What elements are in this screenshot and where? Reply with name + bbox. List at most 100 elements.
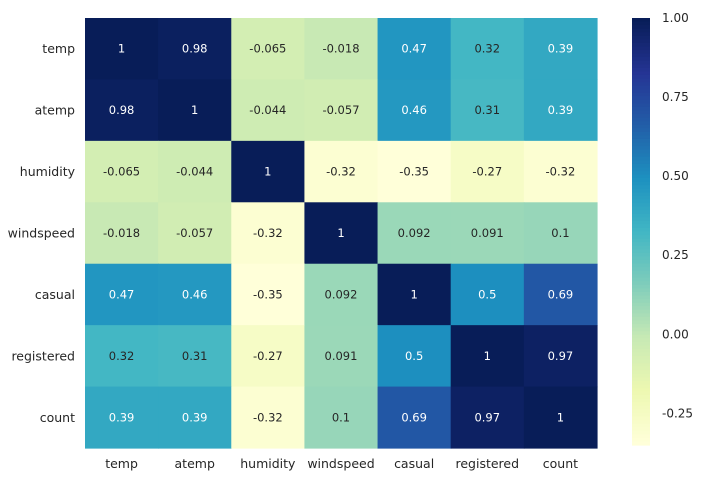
heatmap-cell-temp-registered [450,18,525,81]
heatmap-cell-label: 0.69 [401,410,427,424]
colorbar-segment [632,60,650,65]
heatmap-cell-label: -0.057 [176,226,213,240]
colorbar-segment [632,142,650,147]
colorbar-segment [632,103,650,108]
x-tick-label-registered: registered [455,456,519,471]
heatmap-cell-label: -0.057 [322,103,359,117]
colorbar-segment [632,46,650,51]
colorbar-segment [632,420,650,425]
colorbar-segment [632,395,650,400]
colorbar-tick-label: 0.00 [662,327,689,341]
colorbar-segment [632,188,650,193]
heatmap-cell-windspeed-temp [85,202,159,265]
heatmap-cell-temp-temp [85,18,159,81]
colorbar-segment [632,138,650,144]
x-tick-label-humidity: humidity [240,456,296,471]
heatmap-cell-label: 0.98 [109,103,135,117]
y-tick-label-humidity: humidity [20,164,76,179]
colorbar-segment [632,341,650,346]
heatmap-cell-temp-humidity [231,18,306,81]
colorbar-segment [632,181,650,186]
heatmap-cell-label: 0.32 [109,349,135,363]
heatmap-cell-label: 0.1 [551,226,569,240]
colorbar-segment [632,78,650,83]
heatmap-cell-registered-atemp [158,325,232,388]
colorbar-segment [632,39,650,44]
heatmap-cell-casual-count [523,263,598,326]
colorbar-segment [632,430,650,435]
colorbar-segment [632,213,650,218]
heatmap-cell-label: 0.5 [478,287,496,301]
colorbar-segment [632,363,650,368]
colorbar-segment [632,245,650,250]
colorbar-segment [632,231,650,236]
heatmap-cell-casual-windspeed [304,263,379,326]
colorbar-segment [632,441,650,446]
colorbar-segment [632,128,650,133]
colorbar-segment [632,18,650,23]
heatmap-cell-atemp-atemp [158,79,232,142]
colorbar-segment [632,370,650,375]
colorbar-segment [632,320,650,325]
colorbar-segment [632,338,650,343]
y-tick-label-atemp: atemp [35,103,75,118]
colorbar-segment [632,50,650,55]
colorbar-segment [632,427,650,432]
heatmap-cell-label: 0.31 [182,349,208,363]
heatmap-cell-label: -0.27 [472,165,502,179]
colorbar-segment [632,348,650,354]
colorbar-segment [632,224,650,229]
heatmap-cell-humidity-registered [450,140,525,203]
colorbar-tick-label: -0.25 [662,406,693,420]
heatmap-cell-label: -0.32 [253,410,283,424]
heatmap-cell-windspeed-registered [450,202,525,265]
heatmap-cell-atemp-casual [377,79,452,142]
heatmap-cell-label: 0.47 [109,287,135,301]
heatmap-cell-label: 0.69 [548,287,574,301]
x-tick-label-temp: temp [105,456,138,471]
colorbar-segment [632,64,650,69]
colorbar-segment [632,238,650,243]
colorbar-segment [632,259,650,265]
colorbar-segment [632,71,650,76]
heatmap-cell-count-count [523,386,598,449]
heatmap-cell-count-registered [450,386,525,449]
colorbar-segment [632,252,650,258]
heatmap-cell-label: -0.32 [253,226,283,240]
heatmap-cell-label: 1 [264,165,271,179]
colorbar-segment [632,388,650,393]
colorbar-segment [632,35,650,40]
colorbar-segment [632,199,650,204]
colorbar-segment [632,409,650,414]
colorbar-segment [632,270,650,275]
heatmap-cell-label: 0.47 [401,42,427,56]
colorbar-segment [632,263,650,268]
colorbar-segment [632,352,650,357]
colorbar-segment [632,192,650,197]
colorbar-segment [632,206,650,211]
colorbar-segment [632,284,650,290]
colorbar [632,18,650,446]
heatmap-cell-casual-temp [85,263,159,326]
heatmap-cell-atemp-humidity [231,79,306,142]
colorbar-segment [632,345,650,350]
heatmap-cell-label: 0.1 [332,410,350,424]
colorbar-segment [632,32,650,37]
heatmap-cell-label: 0.46 [401,103,427,117]
heatmap-cell-label: 0.31 [474,103,500,117]
heatmap-cell-label: 0.092 [325,287,358,301]
colorbar-segment [632,106,650,112]
colorbar-segment [632,316,650,322]
heatmap-cell-windspeed-casual [377,202,452,265]
y-tick-label-casual: casual [35,287,75,302]
x-tick-label-windspeed: windspeed [307,456,374,471]
colorbar-segment [632,249,650,254]
heatmap-cell-label: 0.39 [548,42,574,56]
colorbar-segment [632,327,650,332]
heatmap-cell-label: 1 [337,226,344,240]
colorbar-segment [632,220,650,225]
heatmap-cell-label: 0.5 [405,349,423,363]
colorbar-segment [632,57,650,62]
heatmap-cell-label: -0.32 [546,165,576,179]
colorbar-segment [632,416,650,421]
